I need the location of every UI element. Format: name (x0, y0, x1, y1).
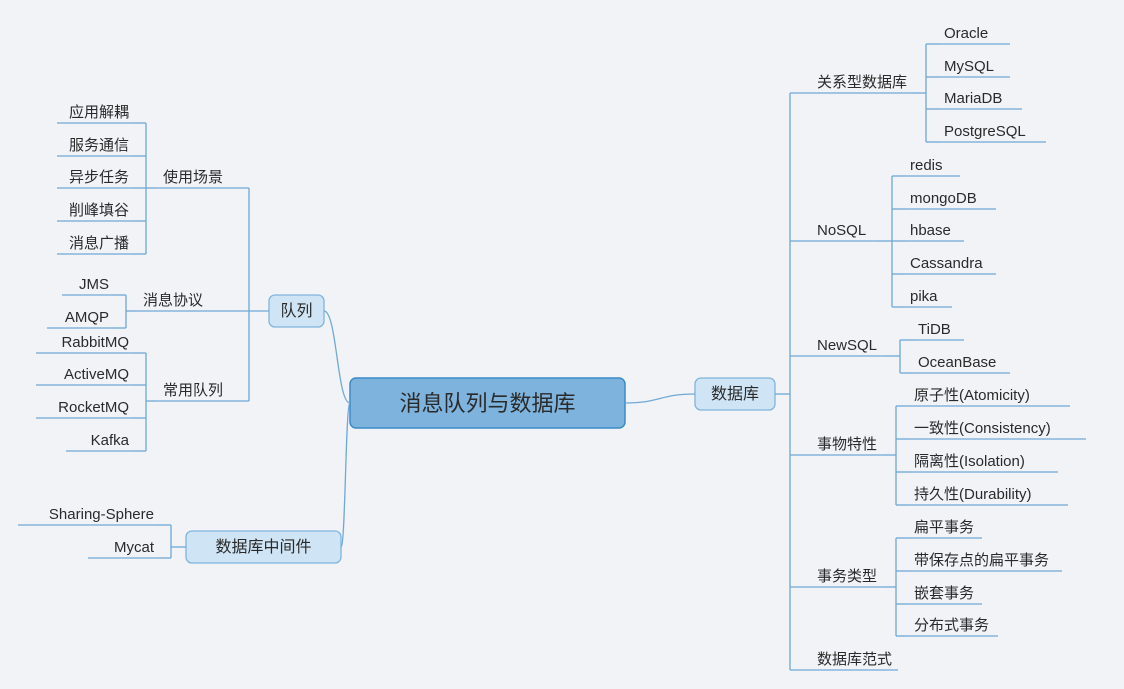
leaf-common-1: ActiveMQ (64, 366, 129, 383)
leaf-db-acid-0: 原子性(Atomicity) (914, 387, 1030, 404)
leaf-db-txntype-3: 分布式事务 (914, 617, 989, 634)
connector (625, 394, 695, 403)
leaf-common-0: RabbitMQ (61, 334, 129, 351)
l1-label-middleware: 数据库中间件 (215, 538, 311, 556)
leaf-scenes-0: 应用解耦 (69, 103, 129, 121)
leaf-protocol-1: AMQP (65, 309, 109, 326)
leaf-db-relational-1: MySQL (944, 58, 994, 75)
root-label: 消息队列与数据库 (399, 391, 575, 416)
leaf-scenes-3: 削峰填谷 (69, 202, 129, 219)
leaf-protocol-0: JMS (79, 276, 109, 293)
leaf-db-txntype-1: 带保存点的扁平事务 (914, 552, 1049, 569)
l2-label-protocol: 消息协议 (143, 292, 203, 309)
leaf-db-acid-1: 一致性(Consistency) (914, 420, 1051, 437)
l2-label-db-newsql: NewSQL (817, 337, 877, 354)
leaf-common-3: Kafka (91, 432, 130, 449)
l2-label-db-acid: 事物特性 (817, 436, 877, 453)
l2-label-common: 常用队列 (163, 382, 223, 399)
l2-label-db-nosql: NoSQL (817, 222, 866, 239)
leaf-db-txntype-0: 扁平事务 (914, 519, 974, 536)
leaf-db-nosql-4: pika (910, 288, 938, 305)
leaf-db-newsql-1: OceanBase (918, 354, 996, 371)
leaf-db-relational-0: Oracle (944, 25, 988, 42)
leaf-db-acid-3: 持久性(Durability) (914, 486, 1032, 503)
leaf-common-2: RocketMQ (58, 399, 129, 416)
leaf-db-txntype-2: 嵌套事务 (914, 585, 974, 602)
l2-label-db-txntype: 事务类型 (817, 568, 877, 585)
connector (324, 311, 350, 403)
connector (341, 403, 350, 547)
l2-label-scenes: 使用场景 (163, 169, 223, 186)
leaf-middleware-1: Mycat (114, 539, 155, 556)
mindmap-canvas: 消息队列与数据库 队列数据库中间件 数据库 使用场景 应用解耦服务通信异步任务削峰填谷消… (0, 0, 1124, 689)
leaf-scenes-4: 消息广播 (69, 235, 129, 252)
leaf-db-newsql-0: TiDB (918, 321, 951, 338)
leaf-db-relational-3: PostgreSQL (944, 123, 1026, 140)
l1-label-queue: 队列 (280, 302, 312, 320)
leaf-scenes-1: 服务通信 (69, 137, 129, 154)
leaf-db-nosql-2: hbase (910, 222, 951, 239)
leaf-db-nosql-0: redis (910, 157, 943, 174)
leaf-scenes-2: 异步任务 (69, 169, 129, 186)
leaf-middleware-0: Sharing-Sphere (49, 506, 154, 523)
leaf-db-acid-2: 隔离性(Isolation) (914, 453, 1025, 470)
l2-label-db-relational: 关系型数据库 (817, 74, 907, 91)
l1-label-database: 数据库 (711, 385, 759, 403)
leaf-db-nosql-1: mongoDB (910, 190, 977, 207)
leaf-db-relational-2: MariaDB (944, 90, 1002, 107)
leaf-db-nosql-3: Cassandra (910, 255, 983, 272)
l2-label-db-normalform: 数据库范式 (817, 651, 892, 668)
